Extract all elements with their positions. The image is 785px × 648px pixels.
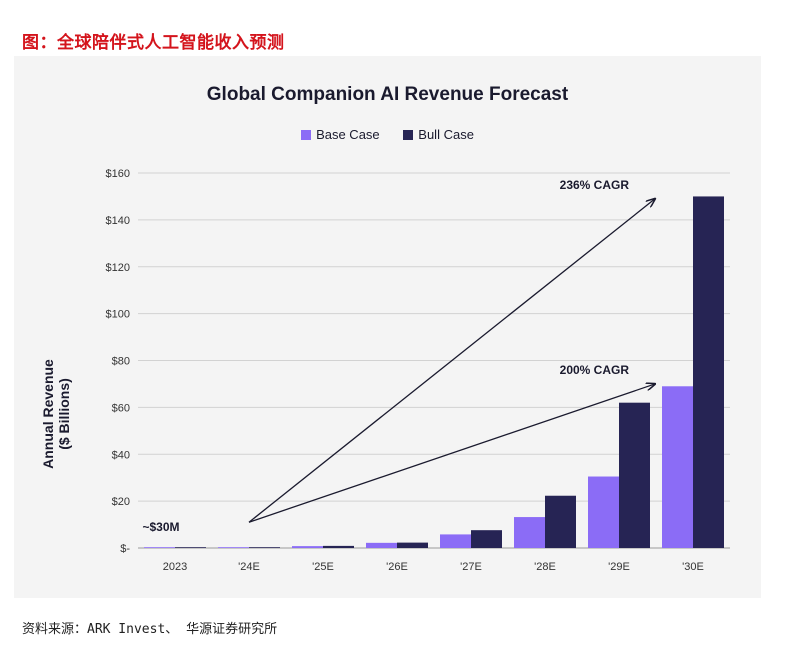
y-tick-label: $20 [112,496,130,508]
bar-base-case [144,547,175,548]
y-tick-label: $- [120,543,130,555]
y-tick-label: $140 [106,215,130,227]
bar-base-case [588,476,619,548]
source-note: 资料来源：ARK Invest、 华源证券研究所 [22,622,278,637]
y-tick-label: $160 [106,168,130,180]
chart-title: Global Companion AI Revenue Forecast [206,84,569,105]
x-tick-label: '25E [312,561,334,573]
bar-bull-case [545,495,576,548]
chart-panel: Global Companion AI Revenue Forecast Bas… [14,56,761,598]
x-tick-label: '28E [534,561,556,573]
bar-base-case [662,386,693,548]
annotation-label: 236% CAGR [560,178,630,192]
x-tick-label: '24E [238,561,260,573]
legend-label-bull: Bull Case [418,127,474,142]
y-tick-label: $100 [106,309,130,321]
legend-label-base: Base Case [316,127,380,142]
annotation-label: ~$30M [142,520,179,534]
legend-swatch-base [301,129,312,140]
legend-swatch-bull [403,129,414,140]
bar-bull-case [249,547,280,548]
bar-bull-case [471,530,502,548]
bar-bull-case [619,402,650,548]
bar-bull-case [397,542,428,548]
bar-bull-case [323,545,354,548]
legend-item-base: Base Case [301,127,380,142]
bar-bull-case [693,196,724,548]
y-tick-label: $80 [112,356,130,368]
figure-caption: 图：全球陪伴式人工智能收入预测 [22,33,285,53]
bar-base-case [218,547,249,548]
x-tick-label: '29E [608,561,630,573]
bar-bull-case [175,547,206,548]
x-tick-label: '30E [682,561,704,573]
x-tick-label: '27E [460,561,482,573]
legend-item-bull: Bull Case [403,127,474,142]
y-tick-label: $120 [106,262,130,274]
bar-base-case [292,546,323,548]
chart-svg: $- $20 $40 $60 $80 $100 $120 $140 $160 2023 '24E '2… [106,168,730,573]
cagr-arrow [248,384,655,523]
annotation-label: 200% CAGR [560,363,630,377]
bar-base-case [514,517,545,548]
legend: Base Case Bull Case [14,127,761,143]
x-tick-label: 2023 [163,561,187,573]
bar-base-case [366,542,397,548]
cagr-arrow [248,199,655,523]
y-tick-label: $60 [112,402,130,414]
x-tick-label: '26E [386,561,408,573]
bar-base-case [440,534,471,548]
y-tick-label: $40 [112,449,130,461]
